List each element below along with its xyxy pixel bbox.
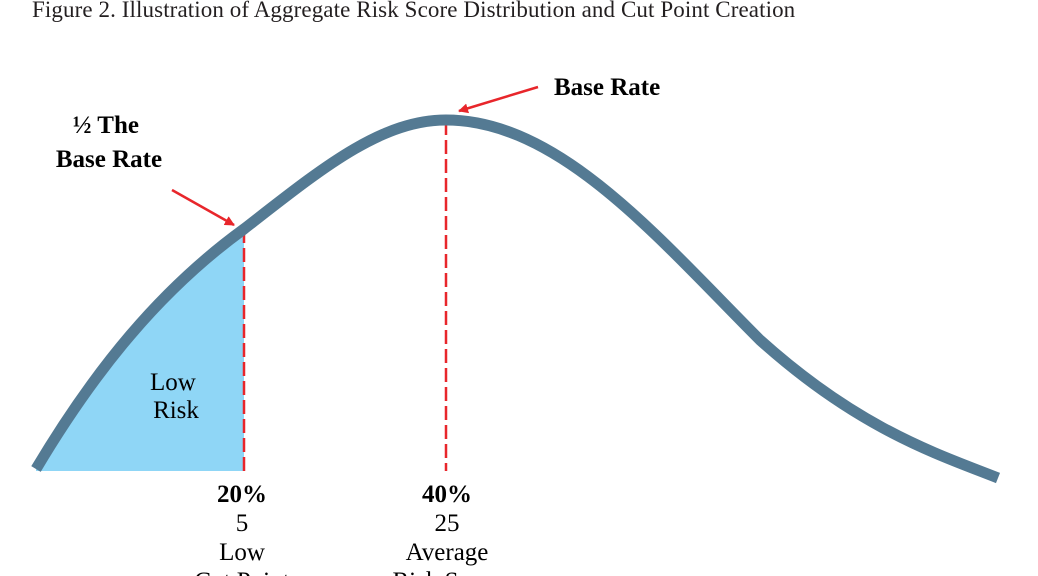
base-rate-arrow xyxy=(458,85,539,114)
average-risk-percent: 40% xyxy=(422,481,472,508)
low-risk-label: Low Risk xyxy=(150,369,202,424)
figure-title: Figure 2. Illustration of Aggregate Risk… xyxy=(32,0,796,22)
low-cut-point-axis-label: 20% 5 Low Cut Point xyxy=(194,481,289,576)
low-cut-point-score: 5 xyxy=(236,510,249,537)
low-cut-point-label-line-2: Cut Point xyxy=(194,568,289,576)
average-risk-label-line-2: Risk Score xyxy=(392,568,501,576)
distribution-curve xyxy=(31,114,1001,484)
low-risk-label-line-1: Low xyxy=(150,369,196,396)
low-risk-shaded-area xyxy=(36,229,244,471)
half-base-rate-line-1: ½ The xyxy=(73,112,139,139)
half-base-rate-line-2: Base Rate xyxy=(56,146,162,173)
low-cut-point-percent: 20% xyxy=(217,481,267,508)
average-risk-axis-label: 40% 25 Average Risk Score xyxy=(392,481,501,576)
average-risk-score: 25 xyxy=(435,510,460,537)
base-rate-callout: Base Rate xyxy=(554,74,660,101)
half-base-rate-arrow xyxy=(171,188,235,227)
average-risk-label-line-1: Average xyxy=(406,539,489,566)
half-base-rate-callout: ½ The Base Rate xyxy=(56,112,162,173)
low-risk-label-line-2: Risk xyxy=(153,397,199,424)
low-cut-point-label-line-1: Low xyxy=(219,539,265,566)
